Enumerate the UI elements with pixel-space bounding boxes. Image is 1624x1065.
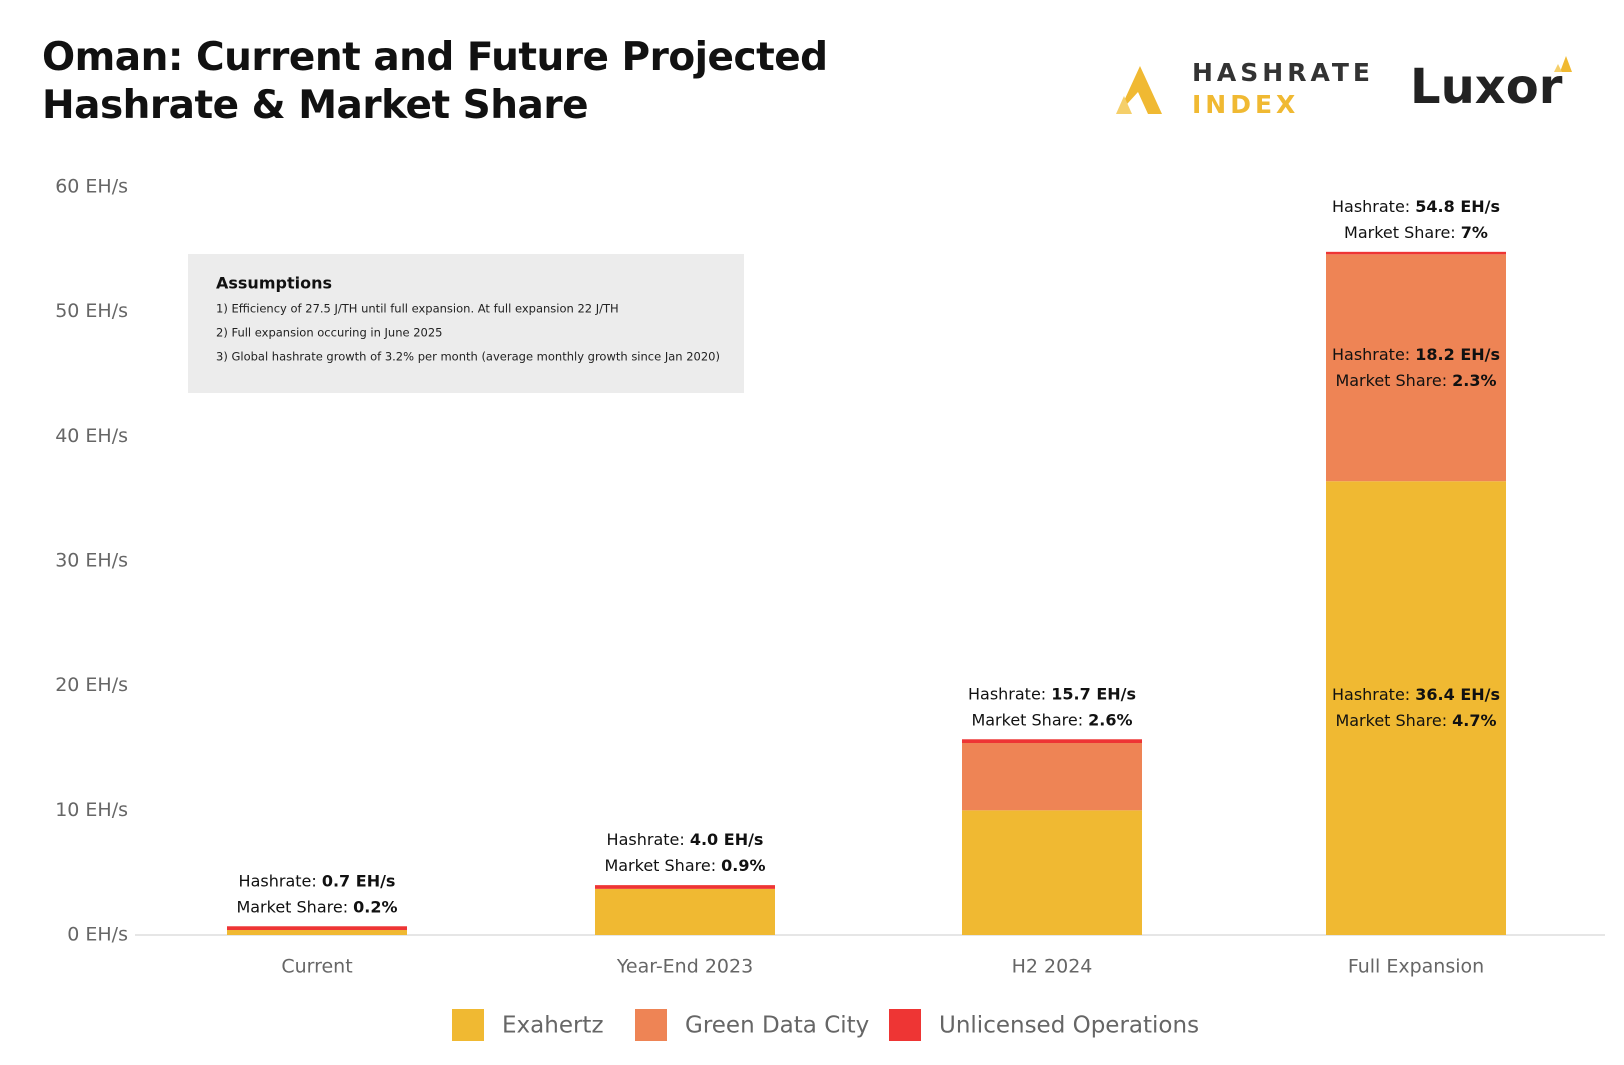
bar-segment — [227, 930, 407, 935]
label-prefix: Market Share: — [971, 710, 1088, 729]
data-label: Market Share: 0.9% — [604, 856, 765, 875]
label-prefix: Hashrate: — [968, 684, 1051, 703]
y-tick-label: 10 EH/s — [55, 799, 128, 821]
bar-segment — [595, 888, 775, 935]
x-tick-label: H2 2024 — [1012, 956, 1093, 978]
bar-segment — [227, 926, 407, 931]
label-value: 0.9% — [721, 856, 765, 875]
legend-label: Green Data City — [685, 1013, 869, 1039]
bar-segment — [595, 885, 775, 889]
data-label: Hashrate: 4.0 EH/s — [607, 830, 764, 849]
legend-label: Exahertz — [502, 1013, 604, 1039]
y-tick-label: 50 EH/s — [55, 300, 128, 322]
legend-swatch — [635, 1009, 667, 1041]
bar-segment — [962, 743, 1142, 811]
data-label: Market Share: 4.7% — [1335, 711, 1496, 730]
data-label: Hashrate: 54.8 EH/s — [1332, 196, 1500, 215]
assumption: 1) Efficiency of 27.5 J/TH until full ex… — [216, 302, 619, 316]
y-tick-label: 0 EH/s — [67, 924, 128, 946]
assumptions-box — [188, 254, 744, 393]
label-value: 36.4 EH/s — [1415, 685, 1500, 704]
label-value: 2.6% — [1088, 710, 1132, 729]
legend-label: Unlicensed Operations — [939, 1013, 1199, 1039]
data-label: Hashrate: 15.7 EH/s — [968, 684, 1136, 703]
y-tick-label: 20 EH/s — [55, 674, 128, 696]
legend-swatch — [889, 1009, 921, 1041]
logo-icon — [1554, 64, 1562, 72]
assumption: 3) Global hashrate growth of 3.2% per mo… — [216, 350, 720, 364]
data-label: Market Share: 0.2% — [236, 897, 397, 916]
label-value: 7% — [1461, 222, 1488, 241]
assumptions-title: Assumptions — [216, 274, 332, 293]
chart-title: Oman: Current and Future Projected Hashr… — [42, 35, 828, 128]
assumption: 2) Full expansion occuring in June 2025 — [216, 326, 443, 340]
logo-text: Luxor — [1410, 59, 1563, 115]
label-prefix: Market Share: — [604, 856, 721, 875]
label-value: 4.7% — [1452, 711, 1496, 730]
y-tick-label: 40 EH/s — [55, 425, 128, 447]
legend-swatch — [452, 1009, 484, 1041]
logo-icon — [1560, 56, 1572, 72]
label-prefix: Hashrate: — [1332, 196, 1415, 215]
label-prefix: Market Share: — [1335, 711, 1452, 730]
label-prefix: Market Share: — [1344, 222, 1461, 241]
label-prefix: Hashrate: — [1332, 344, 1415, 363]
label-value: 54.8 EH/s — [1415, 196, 1500, 215]
label-prefix: Market Share: — [236, 897, 353, 916]
data-label: Market Share: 2.6% — [971, 710, 1132, 729]
data-label: Hashrate: 0.7 EH/s — [239, 871, 396, 890]
data-label: Market Share: 2.3% — [1335, 370, 1496, 389]
bar-segment — [962, 810, 1142, 935]
bar-segment — [1326, 254, 1506, 482]
data-label: Market Share: 7% — [1344, 222, 1488, 241]
label-value: 0.2% — [353, 897, 397, 916]
label-prefix: Hashrate: — [607, 830, 690, 849]
logo-icon — [1118, 66, 1162, 114]
label-value: 0.7 EH/s — [322, 871, 396, 890]
bar-segment — [1326, 251, 1506, 255]
bar-segment — [1326, 481, 1506, 935]
data-label: Hashrate: 18.2 EH/s — [1332, 344, 1500, 363]
label-prefix: Hashrate: — [239, 871, 322, 890]
x-tick-label: Full Expansion — [1348, 956, 1484, 978]
label-value: 15.7 EH/s — [1051, 684, 1136, 703]
y-tick-label: 30 EH/s — [55, 550, 128, 572]
hashrate-index-logo: HASHRATE INDEX — [1116, 58, 1374, 119]
logo-text: HASHRATE — [1192, 58, 1374, 87]
logo-icon — [1116, 96, 1132, 114]
data-label: Hashrate: 36.4 EH/s — [1332, 685, 1500, 704]
x-tick-label: Year-End 2023 — [616, 956, 753, 978]
logo-text: INDEX — [1192, 90, 1299, 119]
label-prefix: Market Share: — [1335, 370, 1452, 389]
label-value: 4.0 EH/s — [690, 830, 764, 849]
luxor-logo: Luxor — [1410, 56, 1572, 115]
label-value: 18.2 EH/s — [1415, 344, 1500, 363]
y-tick-label: 60 EH/s — [55, 176, 128, 198]
x-tick-label: Current — [281, 956, 352, 978]
label-value: 2.3% — [1452, 370, 1496, 389]
label-prefix: Hashrate: — [1332, 685, 1415, 704]
bar-segment — [962, 739, 1142, 744]
